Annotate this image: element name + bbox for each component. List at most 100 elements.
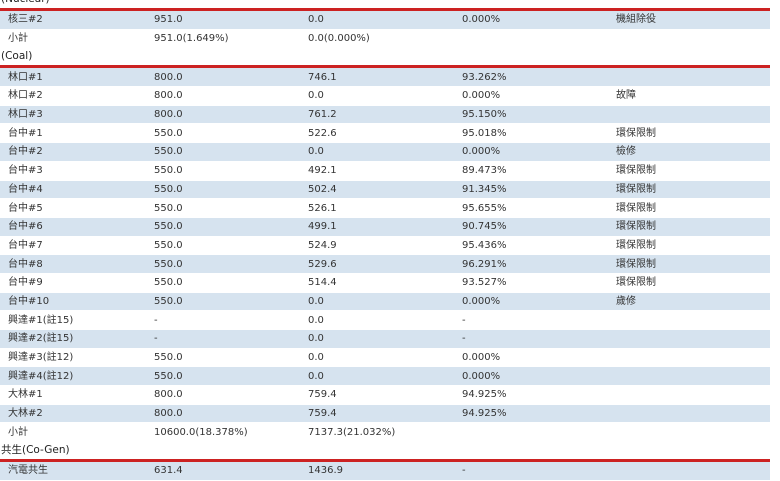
unit-name: 台中#6 xyxy=(0,217,154,237)
unit-name: 台中#9 xyxy=(0,273,154,293)
unit-name: 台中#10 xyxy=(0,292,154,312)
output-ratio: 90.745% xyxy=(462,217,616,237)
output-ratio: 96.291% xyxy=(462,254,616,274)
remark: 環保限制 xyxy=(616,273,770,293)
output-ratio: - xyxy=(462,310,616,330)
net-output: 0.0 xyxy=(308,142,462,162)
output-ratio: 0.000% xyxy=(462,142,616,162)
installed-capacity: 550.0 xyxy=(154,273,308,293)
unit-name: 興達#1(註15) xyxy=(0,310,154,330)
net-output: 529.6 xyxy=(308,254,462,274)
installed-capacity: - xyxy=(154,310,308,330)
section-title: (Coal) xyxy=(0,47,770,69)
table-row: 台中#10 550.0 0.0 0.000% 歲修 xyxy=(0,292,770,312)
subtotal-capacity: 951.0(1.649%) xyxy=(154,29,308,49)
table-row: 台中#2 550.0 0.0 0.000% 檢修 xyxy=(0,142,770,162)
table-row: 台中#9 550.0 514.4 93.527% 環保限制 xyxy=(0,273,770,293)
section-header: (Nuclear) xyxy=(0,0,770,11)
unit-name: 大林#2 xyxy=(0,404,154,424)
remark: 環保限制 xyxy=(616,123,770,144)
installed-capacity: 550.0 xyxy=(154,292,308,312)
subtotal-output: 7137.3(21.032%) xyxy=(308,422,462,443)
unit-name: 台中#1 xyxy=(0,123,154,144)
output-ratio: 95.150% xyxy=(462,105,616,125)
installed-capacity: 800.0 xyxy=(154,404,308,424)
table-row: 台中#7 550.0 524.9 95.436% 環保限制 xyxy=(0,236,770,256)
net-output: 0.0 xyxy=(308,348,462,368)
remark xyxy=(616,404,770,424)
table-row: 興達#3(註12) 550.0 0.0 0.000% xyxy=(0,348,770,368)
remark xyxy=(616,348,770,368)
unit-name: 核三#2 xyxy=(0,9,154,30)
output-ratio: 94.925% xyxy=(462,404,616,424)
installed-capacity: 550.0 xyxy=(154,180,308,200)
net-output: 0.0 xyxy=(308,366,462,387)
output-ratio: 94.925% xyxy=(462,385,616,405)
table-row: 汽電共生 631.4 1436.9- xyxy=(0,460,770,481)
net-output: 759.4 xyxy=(308,404,462,424)
empty-cell xyxy=(462,29,616,49)
remark: 機組除役 xyxy=(616,9,770,30)
net-output: 492.1 xyxy=(308,161,462,181)
output-ratio: - xyxy=(462,329,616,349)
net-output: 499.1 xyxy=(308,217,462,237)
installed-capacity: 550.0 xyxy=(154,161,308,181)
unit-name: 興達#4(註12) xyxy=(0,366,154,387)
installed-capacity: 800.0 xyxy=(154,385,308,405)
unit-name: 林口#3 xyxy=(0,105,154,125)
output-ratio: 95.436% xyxy=(462,236,616,256)
table-row: 台中#1 550.0 522.6 95.018% 環保限制 xyxy=(0,123,770,144)
empty-cell xyxy=(616,422,770,443)
table-row: 林口#1 800.0 746.1 93.262% xyxy=(0,66,770,88)
unit-name: 林口#1 xyxy=(0,66,154,88)
installed-capacity: 631.4 xyxy=(154,460,308,481)
remark: 環保限制 xyxy=(616,236,770,256)
remark: 環保限制 xyxy=(616,161,770,181)
net-output: 761.2 xyxy=(308,105,462,125)
output-ratio: 91.345% xyxy=(462,180,616,200)
subtotal-row: 小計 951.0(1.649%) 0.0(0.000%) xyxy=(0,29,770,49)
output-ratio: 0.000% xyxy=(462,9,616,30)
section-title: (Nuclear) xyxy=(0,0,770,11)
table-row: 大林#1 800.0 759.4 94.925% xyxy=(0,385,770,405)
net-output: 759.4 xyxy=(308,385,462,405)
unit-name: 興達#3(註12) xyxy=(0,348,154,368)
remark xyxy=(616,460,770,481)
installed-capacity: 800.0 xyxy=(154,66,308,88)
table-row: 興達#1(註15) -0.0- xyxy=(0,310,770,330)
remark xyxy=(616,66,770,88)
net-output: 526.1 xyxy=(308,198,462,218)
section-header: (Coal) xyxy=(0,47,770,69)
table-row: 台中#3 550.0 492.1 89.473% 環保限制 xyxy=(0,161,770,181)
output-ratio: 93.527% xyxy=(462,273,616,293)
unit-name: 台中#3 xyxy=(0,161,154,181)
empty-cell xyxy=(616,29,770,49)
output-ratio: 0.000% xyxy=(462,366,616,387)
subtotal-label: 小計 xyxy=(0,422,154,443)
installed-capacity: 550.0 xyxy=(154,366,308,387)
unit-name: 台中#4 xyxy=(0,180,154,200)
net-output: 0.0 xyxy=(308,9,462,30)
installed-capacity: 800.0 xyxy=(154,105,308,125)
table-row: 大林#2 800.0 759.4 94.925% xyxy=(0,404,770,424)
remark xyxy=(616,105,770,125)
unit-name: 林口#2 xyxy=(0,86,154,106)
installed-capacity: 550.0 xyxy=(154,348,308,368)
net-output: 522.6 xyxy=(308,123,462,144)
net-output: 0.0 xyxy=(308,86,462,106)
remark: 環保限制 xyxy=(616,180,770,200)
remark: 故障 xyxy=(616,86,770,106)
unit-name: 台中#5 xyxy=(0,198,154,218)
subtotal-output: 0.0(0.000%) xyxy=(308,29,462,49)
output-ratio: 0.000% xyxy=(462,86,616,106)
table-row: 核三#2 951.0 0.0 0.000% 機組除役 xyxy=(0,9,770,30)
remark: 環保限制 xyxy=(616,217,770,237)
net-output: 502.4 xyxy=(308,180,462,200)
remark xyxy=(616,310,770,330)
remark: 環保限制 xyxy=(616,198,770,218)
unit-name: 台中#8 xyxy=(0,254,154,274)
table-row: 興達#4(註12) 550.0 0.0 0.000% xyxy=(0,366,770,387)
remark: 環保限制 xyxy=(616,254,770,274)
installed-capacity: 550.0 xyxy=(154,236,308,256)
table-row: 林口#3 800.0 761.2 95.150% xyxy=(0,105,770,125)
